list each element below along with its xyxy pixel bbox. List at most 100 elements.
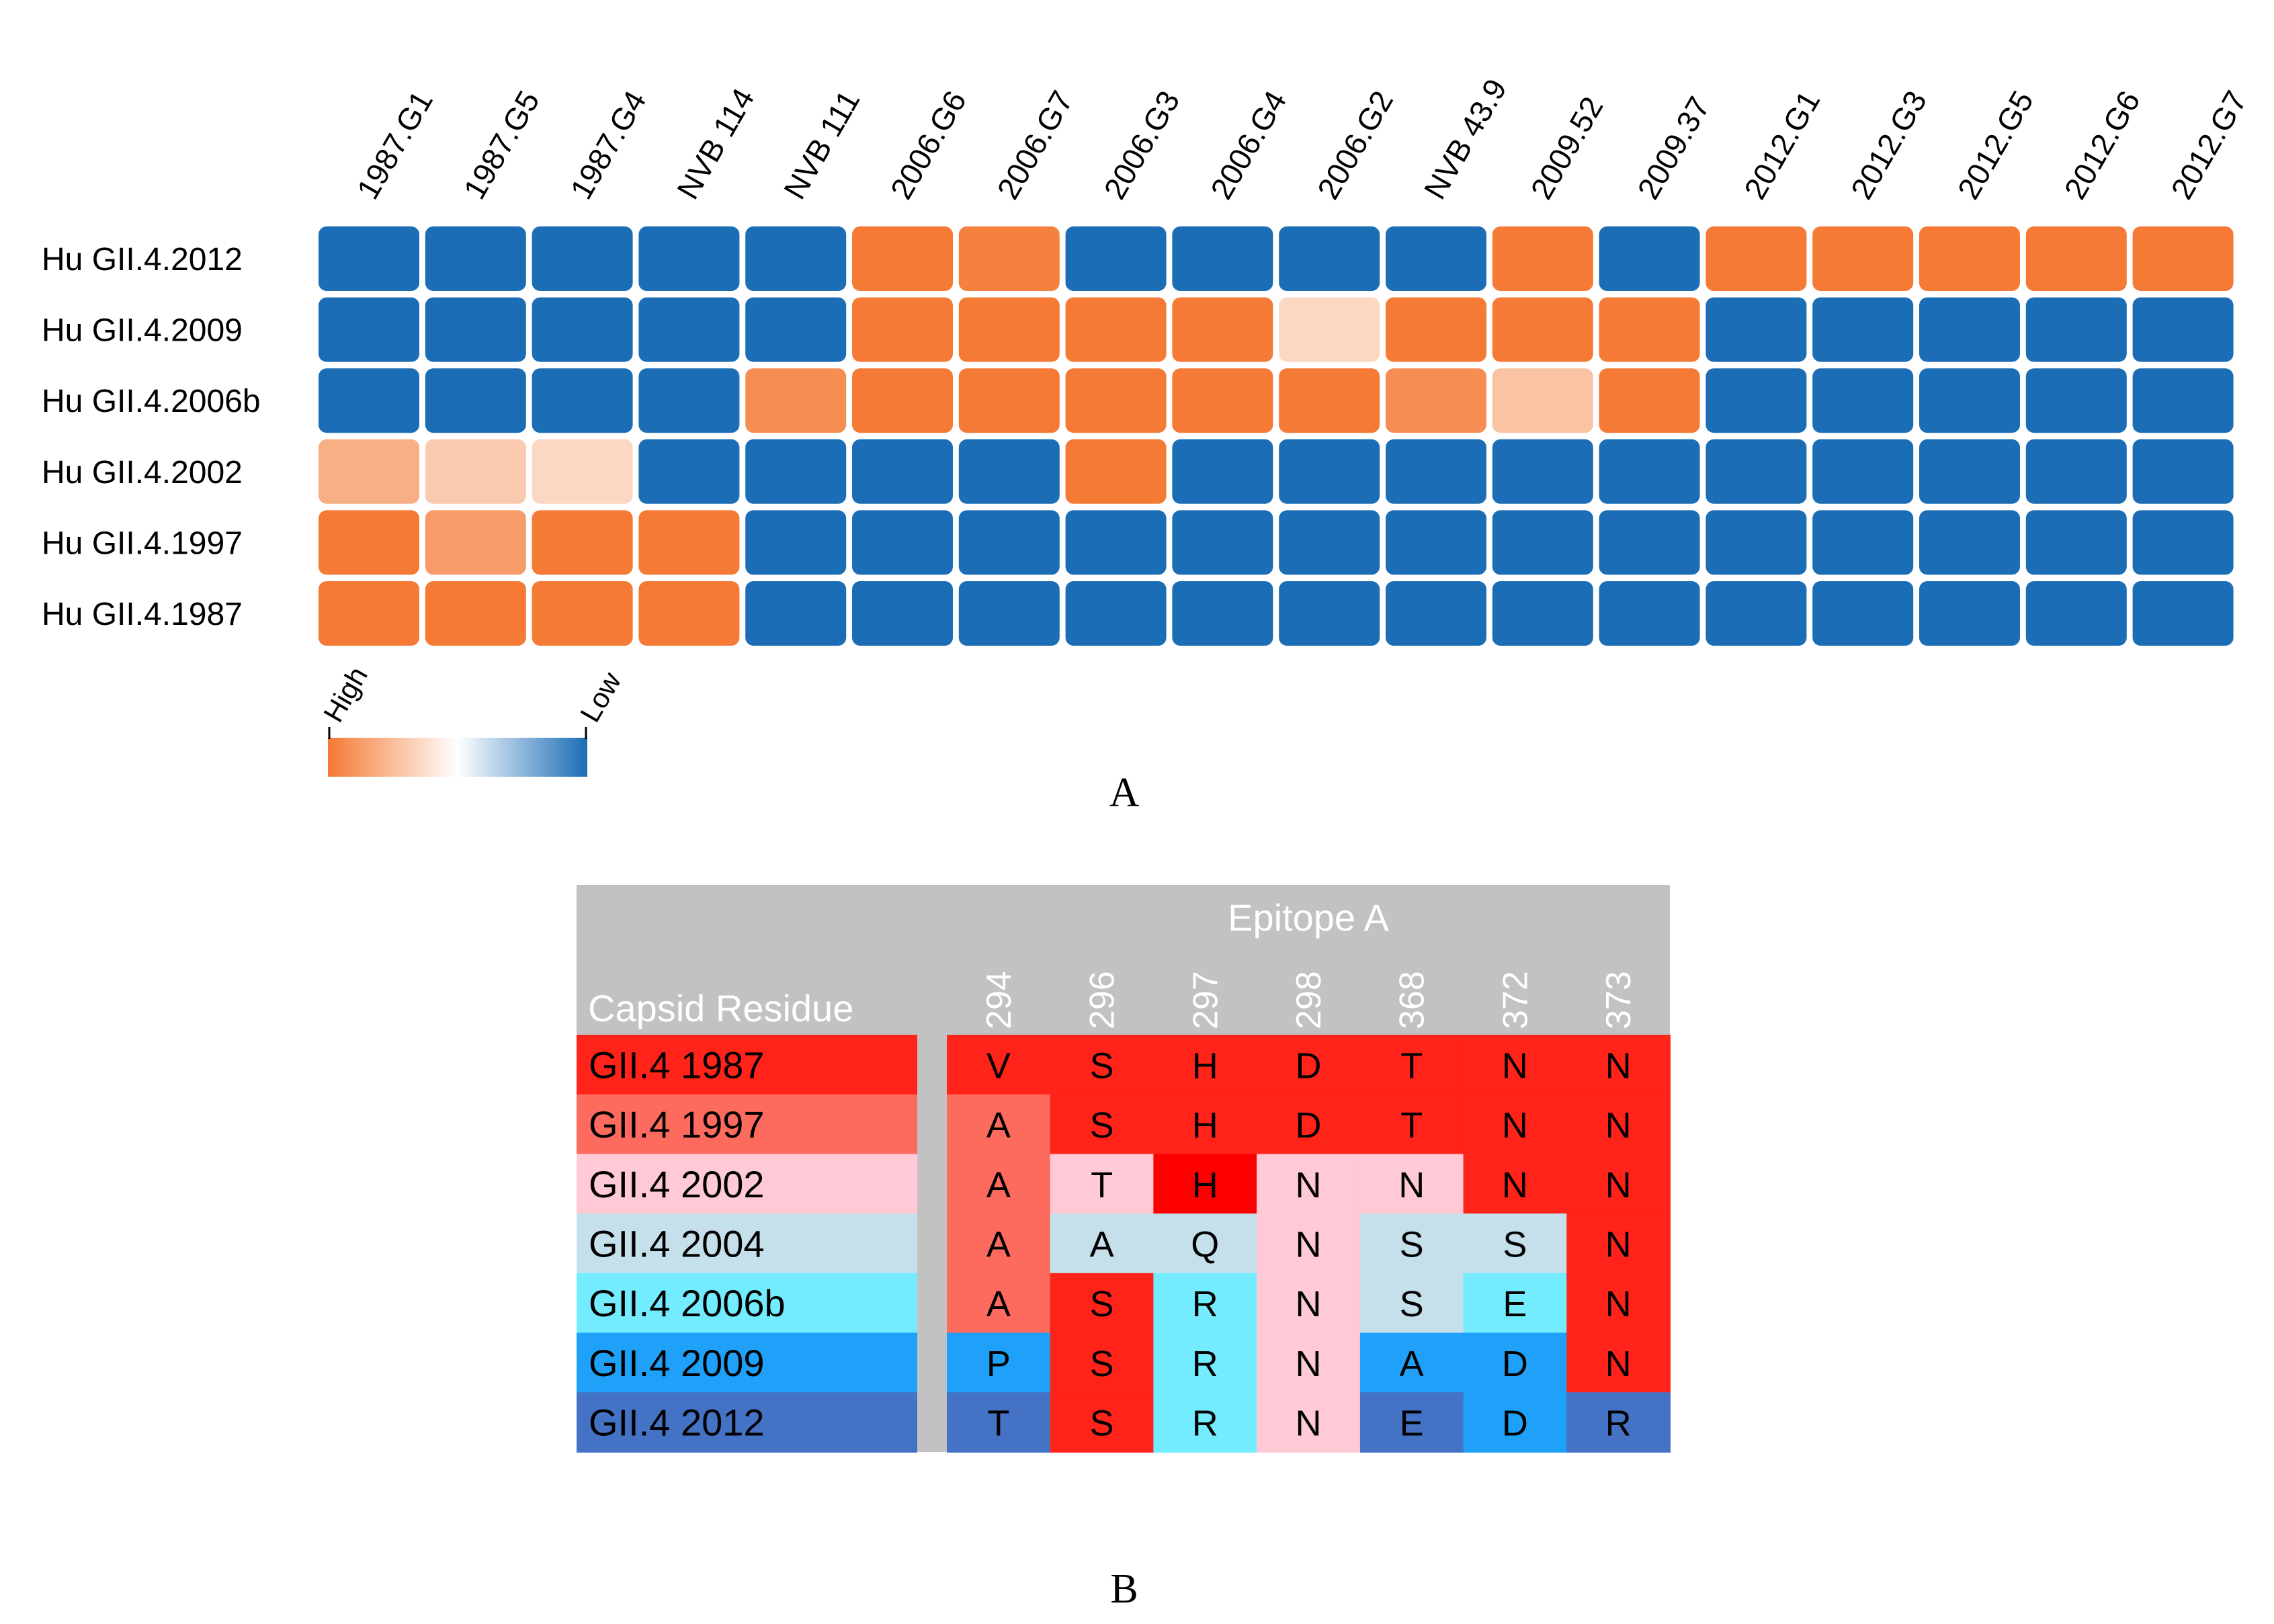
heatmap-cell: [1386, 510, 1486, 575]
heatmap-cell: [745, 297, 847, 362]
residue-letter: A: [1090, 1224, 1114, 1265]
heatmap-cell: [1706, 368, 1807, 433]
heatmap-column-labels: 1987.G1 1987.G5 1987.G4 NVB 114 NVB 111 2006.…: [350, 73, 2254, 205]
heatmap-cell: [638, 510, 740, 575]
row-label-background: [577, 1094, 917, 1155]
heatmap-cell: [745, 510, 847, 575]
heatmap-cell: [425, 368, 526, 433]
heatmap-cell: [1386, 226, 1486, 291]
residue-letter: S: [1090, 1404, 1114, 1444]
residue-cell: [1257, 1332, 1361, 1394]
heatmap-cell: [2025, 297, 2127, 362]
residue-letter: N: [1296, 1404, 1322, 1444]
heatmap-cell: [638, 226, 740, 291]
residue-cell: [1153, 1094, 1258, 1155]
heatmap-cell: [745, 226, 847, 291]
row-label-background: [577, 1332, 917, 1394]
residue-cell: [1566, 1154, 1671, 1215]
residue-cell: [1566, 1094, 1671, 1155]
residue-letter: S: [1090, 1344, 1114, 1384]
residue-position-label: 372: [1496, 971, 1535, 1029]
residue-letter: H: [1192, 1165, 1218, 1205]
residue-cell: [1566, 1035, 1671, 1095]
residue-cell: [1050, 1154, 1154, 1215]
heatmap-cell: [1812, 368, 1914, 433]
heatmap-cell: [2025, 368, 2127, 433]
residue-cell: [1153, 1213, 1258, 1274]
heatmap-cell: [532, 510, 633, 575]
heatmap-cell: [958, 297, 1060, 362]
heatmap-cell: [1599, 368, 1700, 433]
heatmap-cell: [532, 439, 633, 504]
heatmap-cell: [1279, 510, 1380, 575]
residue-cell: [1050, 1332, 1154, 1394]
panel-label-a: A: [1109, 770, 1140, 816]
heatmap-cell: [1386, 297, 1486, 362]
residue-position-label: 373: [1599, 971, 1638, 1029]
heatmap-cell: [2132, 439, 2234, 504]
heatmap-cell: [1065, 368, 1167, 433]
heatmap-cell: [958, 226, 1060, 291]
residue-letter: D: [1296, 1045, 1322, 1086]
epitope-group-title: Epitope A: [1228, 896, 1389, 939]
heatmap-cell: [1919, 368, 2020, 433]
residue-cell: [1359, 1392, 1464, 1453]
residue-position-label: 298: [1290, 971, 1329, 1029]
residue-letter: A: [986, 1224, 1011, 1265]
residue-cell: [1050, 1273, 1154, 1334]
residue-cell: [1359, 1213, 1464, 1274]
residue-cell: [1566, 1332, 1671, 1394]
residue-cell: [1359, 1273, 1464, 1334]
residue-cell: [947, 1332, 1051, 1394]
row-label-background: [577, 1273, 917, 1334]
heatmap-cell: [1706, 581, 1807, 646]
heatmap-cell: [1065, 439, 1167, 504]
residue-cell: [1463, 1035, 1568, 1095]
residue-letter: S: [1503, 1224, 1527, 1265]
heatmap-cell: [852, 226, 953, 291]
heatmap-cell: [1065, 581, 1167, 646]
heatmap-cell: [319, 368, 419, 433]
table-row-label: GII.4 2009: [589, 1342, 765, 1384]
residue-cell: [1050, 1094, 1154, 1155]
heatmap-cell: [745, 581, 847, 646]
residue-letter: N: [1296, 1344, 1322, 1384]
heatmap-cell: [638, 581, 740, 646]
heatmap-cell: [638, 297, 740, 362]
residue-position-label: 294: [980, 971, 1019, 1029]
residue-cell: [1359, 1332, 1464, 1394]
residue-letter: H: [1192, 1105, 1218, 1146]
heatmap-cell: [1386, 439, 1486, 504]
residue-cell: [947, 1094, 1051, 1155]
residue-letter: N: [1502, 1165, 1528, 1205]
heatmap-cell: [1279, 297, 1380, 362]
residue-cell: [1153, 1273, 1258, 1334]
heatmap-row-label: Hu GII.4.2006b: [42, 384, 261, 419]
table-row-label: GII.4 2002: [589, 1163, 765, 1205]
heatmap-cell: [1812, 581, 1914, 646]
heatmap-column-label: 2012.G7: [2164, 85, 2253, 205]
heatmap-column-label: 1987.G4: [563, 85, 652, 205]
heatmap-column-label: NVB 43.9: [1417, 73, 1513, 205]
heatmap-column-label: 2012.G3: [1844, 85, 1933, 205]
residue-letter: S: [1090, 1045, 1114, 1086]
legend-high-label: High: [317, 661, 374, 727]
heatmap-cell: [852, 297, 953, 362]
residue-cell: [947, 1213, 1051, 1274]
heatmap-cell: [1492, 226, 1593, 291]
residue-cell: [947, 1273, 1051, 1334]
residue-cell: [1257, 1094, 1361, 1155]
panel-label-b: B: [1110, 1566, 1138, 1612]
heatmap-cell: [1386, 581, 1486, 646]
residue-letter: D: [1296, 1105, 1322, 1146]
residue-position-label: 297: [1186, 971, 1225, 1029]
residue-letter: P: [986, 1344, 1011, 1384]
residue-letter: R: [1192, 1404, 1218, 1444]
heatmap-cell: [1492, 368, 1593, 433]
residue-letter: D: [1502, 1404, 1528, 1444]
residue-cell: [1463, 1392, 1568, 1453]
heatmap-row-label: Hu GII.4.2002: [42, 455, 243, 490]
residue-letter: R: [1192, 1284, 1218, 1324]
heatmap-cell: [1065, 226, 1167, 291]
